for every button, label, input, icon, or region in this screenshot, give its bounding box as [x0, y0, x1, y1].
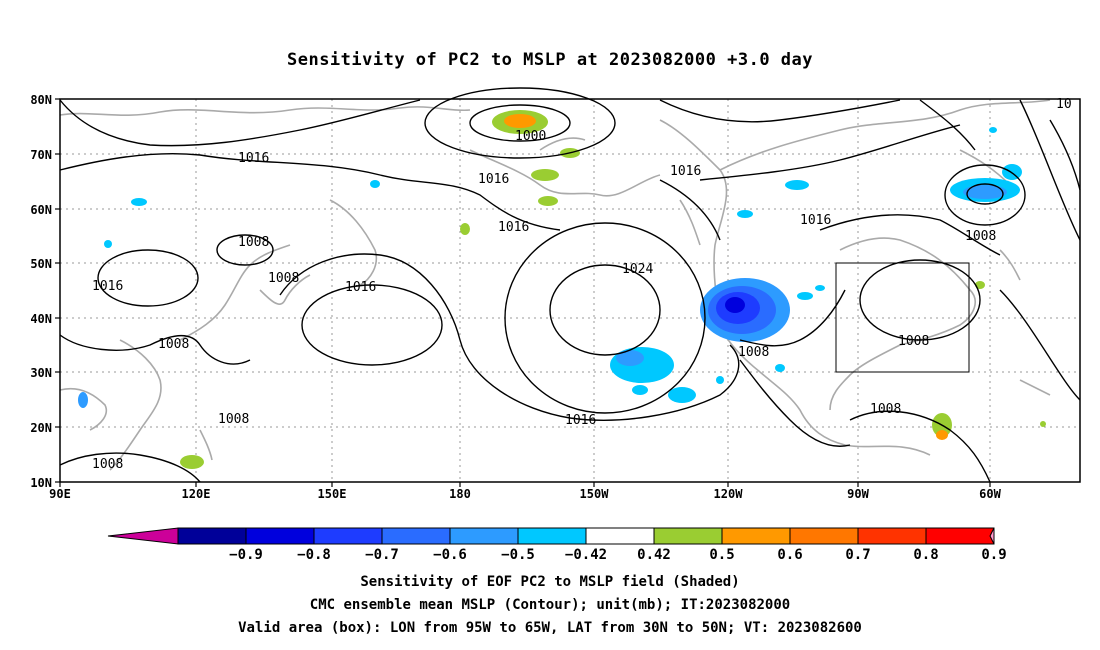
footer-line-2: CMC ensemble mean MSLP (Contour); unit(m…: [309, 597, 791, 613]
lat-label: 80N: [30, 93, 52, 107]
longitude-labels: 90E 120E 150E 180 150W 120W 90W 60W: [49, 487, 1001, 501]
colorbar-swatch: [517, 527, 587, 545]
colorbar-swatch: [653, 527, 723, 545]
colorbar: −0.9 −0.8 −0.7 −0.6 −0.5 −0.42 0.42 0.5 0.6 0.7 0.…: [107, 527, 1007, 563]
contour-label: 1016: [478, 172, 509, 187]
colorbar-label: 0.42: [637, 547, 671, 563]
colorbar-swatch: [313, 527, 383, 545]
map-area: 1016 1016 1016 1016 1016 1016 1016 1016 …: [59, 87, 1081, 483]
sensitivity-shading: [78, 110, 1046, 469]
contour-label: 1008: [870, 402, 901, 417]
lon-label: 150E: [318, 487, 347, 501]
contour-label: 1016: [92, 279, 123, 294]
contour-label: 1008: [238, 235, 269, 250]
lon-label: 90W: [847, 487, 869, 501]
colorbar-under-triangle: [107, 527, 179, 545]
lat-label: 10N: [30, 476, 52, 490]
colorbar-swatch: [925, 527, 995, 545]
valid-area-box: [835, 262, 970, 373]
colorbar-swatch: [381, 527, 451, 545]
mslp-contours: [59, 87, 1081, 483]
lon-label: 150W: [580, 487, 610, 501]
contour-label: 1008: [898, 334, 929, 349]
colorbar-swatch: [449, 527, 519, 545]
lon-label: 90E: [49, 487, 71, 501]
contour-label: 1008: [965, 229, 996, 244]
latitude-labels: 80N 70N 60N 50N 40N 30N 20N 10N: [30, 93, 52, 490]
colorbar-swatch: [721, 527, 791, 545]
contour-label: 1000: [515, 129, 546, 144]
contour-label: 10: [1056, 97, 1072, 112]
lat-label: 70N: [30, 148, 52, 162]
contour-label: 1008: [268, 271, 299, 286]
contour-label: 1016: [498, 220, 529, 235]
lat-label: 50N: [30, 257, 52, 271]
contour-label: 1016: [238, 151, 269, 166]
colorbar-label: −0.8: [297, 547, 331, 563]
lat-label: 20N: [30, 421, 52, 435]
colorbar-label: 0.5: [709, 547, 734, 563]
contour-label: 1016: [800, 213, 831, 228]
contour-label: 1016: [565, 413, 596, 428]
contour-label: 1008: [218, 412, 249, 427]
lon-label: 120E: [182, 487, 211, 501]
colorbar-over-triangle: [989, 527, 995, 545]
contour-label: 1008: [158, 337, 189, 352]
map-frame: [59, 98, 1081, 483]
lon-label: 180: [449, 487, 471, 501]
lat-label: 30N: [30, 366, 52, 380]
colorbar-label: −0.9: [229, 547, 263, 563]
footer-line-3: Valid area (box): LON from 95W to 65W, L…: [238, 620, 862, 636]
contour-label: 1008: [738, 345, 769, 360]
plot-title: Sensitivity of PC2 to MSLP at 2023082000…: [286, 50, 813, 70]
colorbar-swatch: [857, 527, 927, 545]
footer-line-1: Sensitivity of EOF PC2 to MSLP field (Sh…: [360, 574, 740, 590]
colorbar-swatch: [585, 527, 655, 545]
colorbar-label: 0.9: [981, 547, 1006, 563]
colorbar-label: 0.7: [845, 547, 870, 563]
contour-label: 1016: [670, 164, 701, 179]
colorbar-label: −0.7: [365, 547, 399, 563]
colorbar-swatch: [245, 527, 315, 545]
colorbar-label: −0.6: [433, 547, 467, 563]
lon-label: 60W: [979, 487, 1001, 501]
colorbar-swatch: [789, 527, 859, 545]
contour-label: 1016: [345, 280, 376, 295]
colorbar-label: 0.6: [777, 547, 802, 563]
contour-labels: 1016 1016 1016 1016 1016 1016 1016 1016 …: [92, 97, 1072, 472]
lat-label: 40N: [30, 312, 52, 326]
tick-marks: [55, 98, 991, 487]
lat-label: 60N: [30, 203, 52, 217]
colorbar-label: −0.42: [565, 547, 607, 563]
colorbar-swatch: [177, 527, 247, 545]
contour-label: 1008: [92, 457, 123, 472]
contour-label: 1024: [622, 262, 653, 277]
lon-label: 120W: [714, 487, 744, 501]
colorbar-label: −0.5: [501, 547, 535, 563]
colorbar-label: 0.8: [913, 547, 938, 563]
